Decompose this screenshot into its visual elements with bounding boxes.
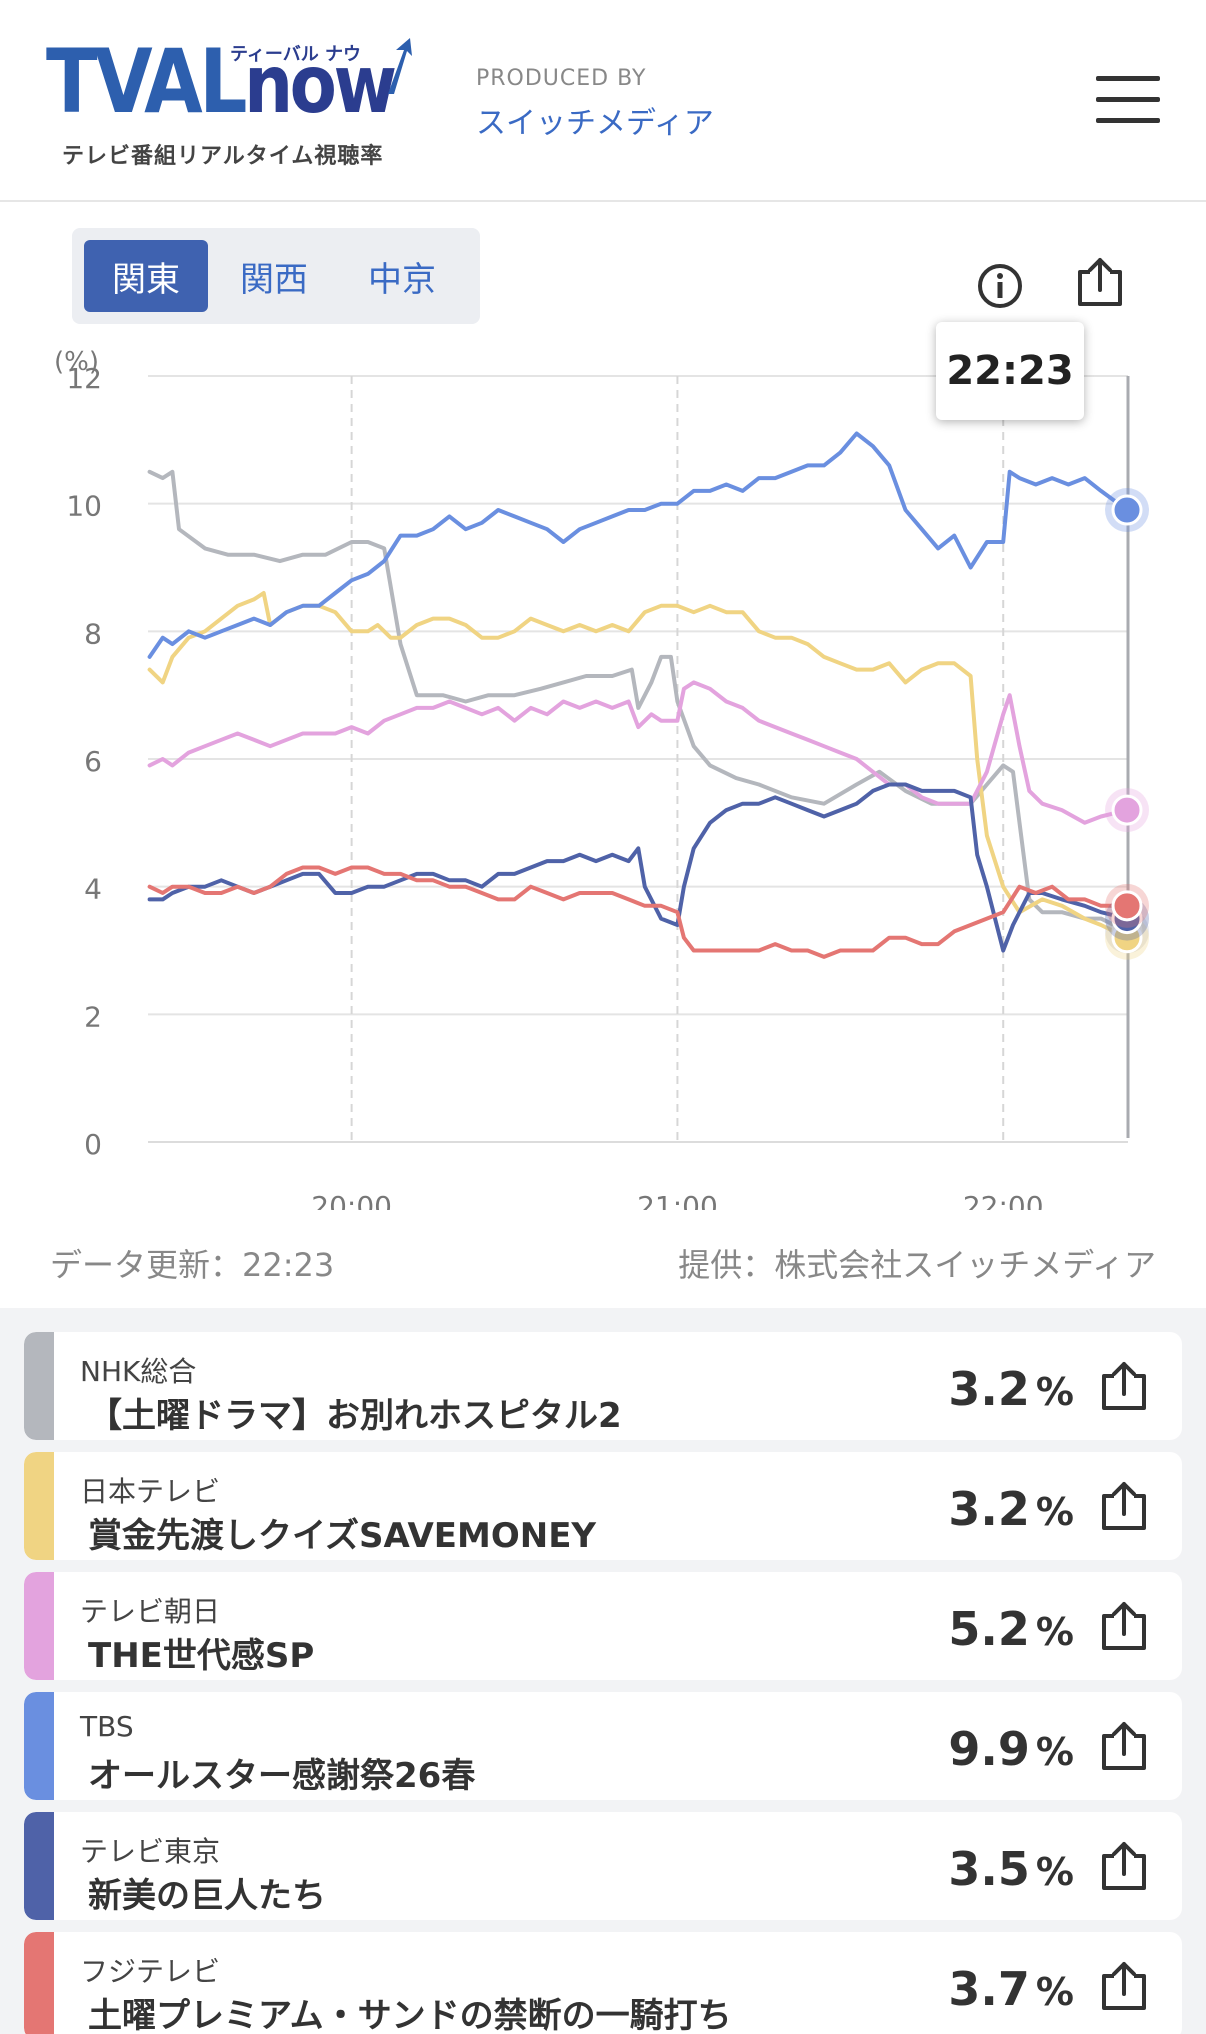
- program-title: 【土曜ドラマ】お別れホスピタル2: [88, 1396, 622, 1436]
- info-icon[interactable]: [976, 262, 1024, 310]
- share-icon[interactable]: [1098, 1720, 1150, 1772]
- y-tick-label: 12: [66, 362, 102, 395]
- y-tick-label: 8: [84, 617, 102, 650]
- tab-kansai[interactable]: 関西: [240, 259, 308, 300]
- share-icon[interactable]: [1098, 1480, 1150, 1532]
- ratings-line-chart[interactable]: 0 2 4 6 8 10 12(%) 20:00 21:00 22:00: [0, 330, 1206, 1210]
- producer-name[interactable]: スイッチメディア: [476, 106, 714, 141]
- program-card-tbs[interactable]: TBS オールスター感謝祭26春 9.9%: [24, 1692, 1182, 1800]
- tab-chukyo[interactable]: 中京: [368, 259, 436, 300]
- channel-color-bar: [24, 1332, 54, 1440]
- series-line: [147, 680, 1129, 825]
- share-icon[interactable]: [1098, 1840, 1150, 1892]
- time-tooltip: 22:23: [936, 322, 1084, 420]
- program-title: THE世代感SP: [88, 1636, 315, 1676]
- program-rating: 3.2%: [948, 1482, 1074, 1536]
- hamburger-menu-icon[interactable]: [1096, 76, 1160, 126]
- series-line: [147, 469, 1129, 934]
- channel-name: 日本テレビ: [80, 1475, 221, 1508]
- data-credit: 提供：株式会社スイッチメディア: [678, 1246, 1156, 1284]
- channel-name: テレビ東京: [80, 1835, 221, 1868]
- channel-color-bar: [24, 1932, 54, 2034]
- channel-name: NHK総合: [80, 1355, 197, 1388]
- data-update-time: データ更新：22:23: [50, 1246, 335, 1284]
- series-line: [147, 782, 1129, 953]
- program-card-fuji[interactable]: フジテレビ 土曜プレミアム・サンドの禁断の一騎打ち 3.7%: [24, 1932, 1182, 2034]
- tvalnow-logo[interactable]: TVALnow ティーバル ナウ テレビ番組リアルタイム視聴率: [46, 30, 416, 170]
- channel-color-bar: [24, 1812, 54, 1920]
- y-axis-label: (%): [54, 347, 99, 377]
- program-rating: 3.2%: [948, 1362, 1074, 1416]
- logo-wordmark: TVALnow: [46, 30, 397, 133]
- program-title: 土曜プレミアム・サンドの禁断の一騎打ち: [88, 1996, 732, 2034]
- series-line: [147, 431, 1129, 659]
- logo-subtitle: テレビ番組リアルタイム視聴率: [62, 144, 384, 169]
- program-list: NHK総合 【土曜ドラマ】お別れホスピタル2 3.2% 日本テレビ 賞金先渡しク…: [0, 1308, 1206, 2034]
- channel-color-bar: [24, 1692, 54, 1800]
- series-end-point: [1111, 890, 1143, 922]
- y-tick-label: 2: [84, 1000, 102, 1033]
- program-rating: 9.9%: [948, 1722, 1074, 1776]
- x-tick-label: 21:00: [637, 1190, 718, 1210]
- y-tick-label: 6: [84, 745, 102, 778]
- series-line: [147, 865, 1129, 959]
- program-card-ntv[interactable]: 日本テレビ 賞金先渡しクイズSAVEMONEY 3.2%: [24, 1452, 1182, 1560]
- tab-kanto[interactable]: 関東: [84, 240, 208, 312]
- series-end-point: [1111, 794, 1143, 826]
- y-tick-label: 0: [84, 1128, 102, 1161]
- program-card-nhk[interactable]: NHK総合 【土曜ドラマ】お別れホスピタル2 3.2%: [24, 1332, 1182, 1440]
- region-tabs: 関東 関西 中京: [72, 228, 480, 324]
- program-rating: 3.7%: [948, 1962, 1074, 2016]
- y-tick-label: 4: [84, 873, 102, 906]
- program-title: 新美の巨人たち: [88, 1876, 326, 1916]
- program-rating: 3.5%: [948, 1842, 1074, 1896]
- program-title: 賞金先渡しクイズSAVEMONEY: [88, 1516, 597, 1556]
- program-title: オールスター感謝祭26春: [88, 1756, 476, 1796]
- logo-arrow-icon: [388, 38, 412, 94]
- share-icon[interactable]: [1098, 1360, 1150, 1412]
- program-card-tv-asahi[interactable]: テレビ朝日 THE世代感SP 5.2%: [24, 1572, 1182, 1680]
- x-tick-label: 20:00: [311, 1190, 392, 1210]
- channel-name: TBS: [80, 1710, 134, 1743]
- channel-color-bar: [24, 1572, 54, 1680]
- channel-name: テレビ朝日: [80, 1595, 221, 1628]
- y-tick-label: 10: [66, 490, 102, 523]
- app-header: TVALnow ティーバル ナウ テレビ番組リアルタイム視聴率 PRODUCED…: [0, 0, 1206, 202]
- produced-by-label: PRODUCED BY: [476, 66, 647, 91]
- share-icon[interactable]: [1074, 256, 1126, 308]
- share-icon[interactable]: [1098, 1600, 1150, 1652]
- series-end-point: [1111, 494, 1143, 526]
- x-tick-label: 22:00: [963, 1190, 1044, 1210]
- channel-color-bar: [24, 1452, 54, 1560]
- program-card-tv-tokyo[interactable]: テレビ東京 新美の巨人たち 3.5%: [24, 1812, 1182, 1920]
- share-icon[interactable]: [1098, 1960, 1150, 2012]
- channel-name: フジテレビ: [80, 1955, 221, 1988]
- program-rating: 5.2%: [948, 1602, 1074, 1656]
- logo-kana: ティーバル ナウ: [230, 44, 362, 65]
